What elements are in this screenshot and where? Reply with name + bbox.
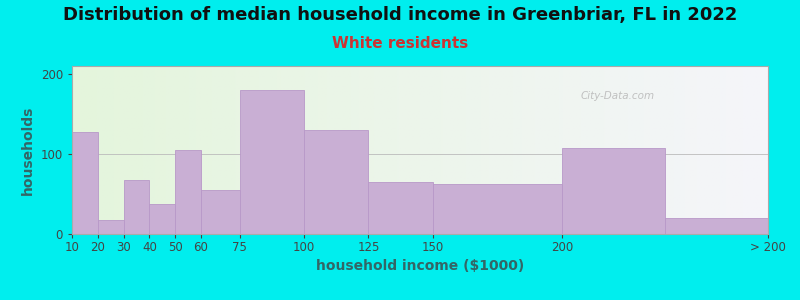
Bar — [175, 150, 201, 234]
Text: City-Data.com: City-Data.com — [580, 91, 654, 101]
X-axis label: household income ($1000): household income ($1000) — [316, 260, 524, 274]
Text: Distribution of median household income in Greenbriar, FL in 2022: Distribution of median household income … — [63, 6, 737, 24]
Bar — [201, 190, 239, 234]
Bar — [239, 90, 304, 234]
Bar — [433, 184, 562, 234]
Bar — [562, 148, 665, 234]
Bar — [123, 180, 150, 234]
Bar — [665, 218, 768, 234]
Y-axis label: households: households — [21, 105, 35, 195]
Bar — [72, 132, 98, 234]
Bar — [304, 130, 369, 234]
Text: White residents: White residents — [332, 36, 468, 51]
Bar — [150, 204, 175, 234]
Bar — [98, 220, 123, 234]
Bar — [369, 182, 433, 234]
